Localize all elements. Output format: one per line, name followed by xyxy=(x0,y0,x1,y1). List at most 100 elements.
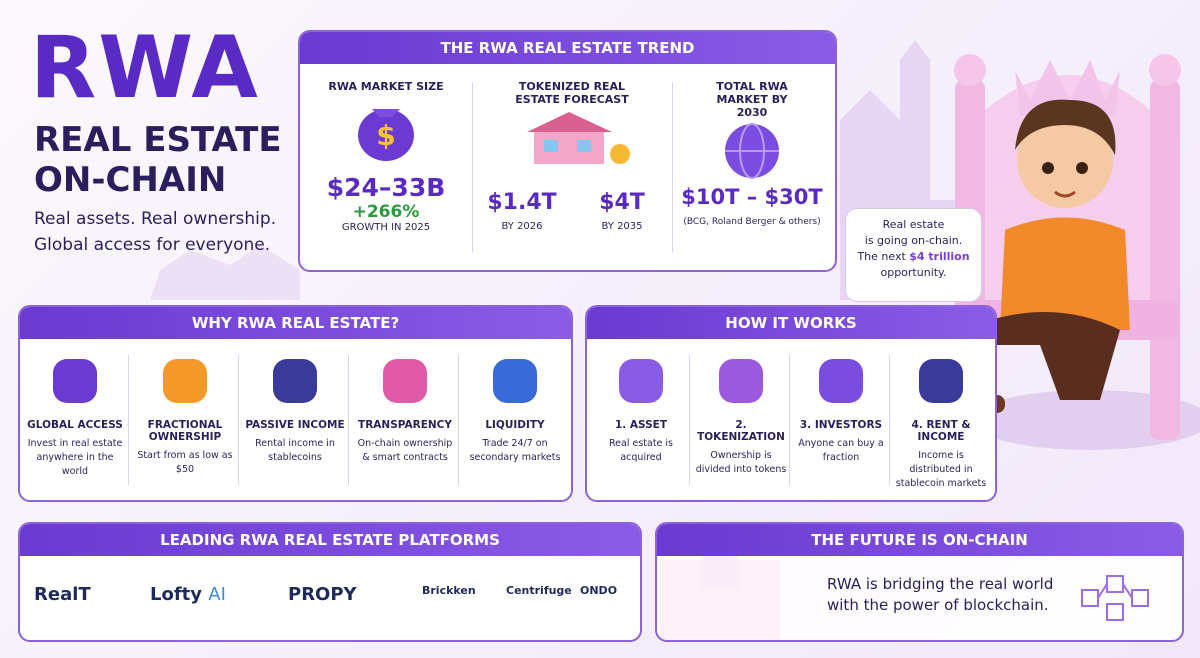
note: GROWTH IN 2025 xyxy=(341,222,431,233)
tagline-line: Real assets. Real ownership. xyxy=(34,209,277,229)
platform-name: RealT xyxy=(34,584,91,605)
feature-text: Rental income in stablecoins xyxy=(255,438,335,463)
feature-icon xyxy=(493,359,537,403)
how-panel: HOW IT WORKS 1. ASSET Real estate is acqu… xyxy=(585,305,997,502)
platform-logo: RealT xyxy=(34,584,91,605)
feature-title: 4. RENT & INCOME xyxy=(911,419,971,443)
separator xyxy=(689,355,690,485)
separator xyxy=(889,355,890,485)
future-line: RWA is bridging the real world xyxy=(827,575,1054,593)
money-bag-icon: $ xyxy=(358,109,414,161)
platform-logo: ONDO xyxy=(580,584,617,597)
note: BY 2026 xyxy=(501,221,543,232)
subtitle-line: REAL ESTATE xyxy=(34,120,282,160)
value: $1.4T xyxy=(487,190,557,215)
feature-icon xyxy=(383,359,427,403)
svg-text:$: $ xyxy=(376,119,395,152)
platform-logo: PROPY xyxy=(288,584,357,605)
how-title: HOW IT WORKS xyxy=(587,307,995,339)
platform-name: Lofty xyxy=(150,584,203,605)
bubble-line: opportunity. xyxy=(880,266,947,279)
feature-item: 2. TOKENIZATION Ownership is divided into… xyxy=(695,353,787,477)
bubble-highlight: $4 trillion xyxy=(909,250,970,263)
why-panel: WHY RWA REAL ESTATE? GLOBAL ACCESS Invest… xyxy=(18,305,573,502)
feature-title: GLOBAL ACCESS xyxy=(27,419,123,431)
bubble-line: is going on-chain. xyxy=(864,234,963,247)
feature-icon xyxy=(619,359,663,403)
feature-text: Income is distributed in stablecoin mark… xyxy=(895,450,987,489)
feature-icon xyxy=(273,359,317,403)
value: $4T xyxy=(599,190,645,215)
feature-icon xyxy=(53,359,97,403)
feature-title: LIQUIDITY xyxy=(485,419,545,431)
platforms-title: LEADING RWA REAL ESTATE PLATFORMS xyxy=(20,524,640,556)
label: TOTAL RWA MARKET BY 2030 xyxy=(716,80,788,119)
platform-logo: Lofty AI xyxy=(150,584,226,605)
speech-bubble: Real estate is going on-chain. The next … xyxy=(845,208,982,302)
feature-text: On-chain ownership & smart contracts xyxy=(357,438,453,463)
feature-item: FRACTIONAL OWNERSHIP Start from as low as… xyxy=(134,353,236,477)
forecast-item: $1.4T BY 2026 xyxy=(472,190,572,232)
feature-item: 3. INVESTORS Anyone can buy a fraction xyxy=(795,353,887,465)
feature-title: 1. ASSET xyxy=(614,419,668,431)
trend-panel: THE RWA REAL ESTATE TREND RWA MARKET SIZ… xyxy=(298,30,837,272)
feature-title: 2. TOKENIZATION xyxy=(697,419,785,443)
subtitle: REAL ESTATE ON-CHAIN xyxy=(34,120,282,200)
separator xyxy=(458,355,459,485)
feature-item: 4. RENT & INCOME Income is distributed in… xyxy=(895,353,987,491)
bubble-line: Real estate xyxy=(882,218,945,231)
separator xyxy=(348,355,349,485)
feature-item: LIQUIDITY Trade 24/7 on secondary markets xyxy=(464,353,566,465)
feature-icon xyxy=(163,359,207,403)
growth: +266% xyxy=(352,202,420,222)
market-size: RWA MARKET SIZE $ $24–33B +266% GROWTH I… xyxy=(300,80,472,233)
platform-name: ONDO xyxy=(580,584,618,597)
future-text: RWA is bridging the real world with the … xyxy=(827,574,1053,616)
why-title: WHY RWA REAL ESTATE? xyxy=(20,307,571,339)
blocks-icon xyxy=(1081,575,1149,621)
platform-logo: Centrifuge xyxy=(506,584,572,597)
feature-item: GLOBAL ACCESS Invest in real estate anywh… xyxy=(24,353,126,479)
label: TOKENIZED REAL ESTATE FORECAST xyxy=(515,80,629,106)
feature-icon xyxy=(819,359,863,403)
platform-name: Brickken xyxy=(422,584,476,597)
label: RWA MARKET SIZE xyxy=(328,80,444,93)
feature-text: Trade 24/7 on secondary markets xyxy=(469,438,561,463)
feature-text: Ownership is divided into tokens xyxy=(695,450,787,475)
feature-icon xyxy=(719,359,763,403)
platform-name: Centrifuge xyxy=(506,584,572,597)
feature-text: Start from as low as $50 xyxy=(137,450,233,475)
feature-text: Invest in real estate anywhere in the wo… xyxy=(27,438,123,477)
feature-title: TRANSPARENCY xyxy=(358,419,452,431)
feature-title: FRACTIONAL OWNERSHIP xyxy=(147,419,223,443)
feature-title: 3. INVESTORS xyxy=(799,419,883,431)
house-icon xyxy=(527,112,630,164)
separator xyxy=(789,355,790,485)
title: RWA xyxy=(30,18,260,118)
note: (BCG, Roland Berger & others) xyxy=(683,217,821,227)
value: $10T – $30T xyxy=(681,185,823,209)
feature-item: TRANSPARENCY On-chain ownership & smart c… xyxy=(354,353,456,465)
feature-icon xyxy=(919,359,963,403)
bubble-line: The next xyxy=(857,250,906,263)
feature-title: PASSIVE INCOME xyxy=(245,419,345,431)
separator xyxy=(128,355,129,485)
globe-icon xyxy=(725,123,779,179)
forecast: TOKENIZED REAL ESTATE FORECAST $1.4T BY 2… xyxy=(472,80,672,232)
future-panel: THE FUTURE IS ON-CHAIN RWA is bridging t… xyxy=(655,522,1184,642)
platform-suffix: AI xyxy=(208,584,226,605)
trend-title: THE RWA REAL ESTATE TREND xyxy=(300,32,835,64)
platform-logo: Brickken xyxy=(422,584,476,597)
feature-item: 1. ASSET Real estate is acquired xyxy=(595,353,687,465)
platforms-panel: LEADING RWA REAL ESTATE PLATFORMS RealT L… xyxy=(18,522,642,642)
subtitle-line: ON-CHAIN xyxy=(34,160,227,200)
separator xyxy=(238,355,239,485)
tagline-line: Global access for everyone. xyxy=(34,235,271,255)
feature-item: PASSIVE INCOME Rental income in stablecoi… xyxy=(244,353,346,465)
tagline: Real assets. Real ownership. Global acce… xyxy=(34,206,276,258)
future-line: with the power of blockchain. xyxy=(827,596,1049,614)
feature-text: Anyone can buy a fraction xyxy=(798,438,884,463)
future-title: THE FUTURE IS ON-CHAIN xyxy=(657,524,1182,556)
total-market: TOTAL RWA MARKET BY 2030 $10T – $30T (BC… xyxy=(672,80,832,227)
